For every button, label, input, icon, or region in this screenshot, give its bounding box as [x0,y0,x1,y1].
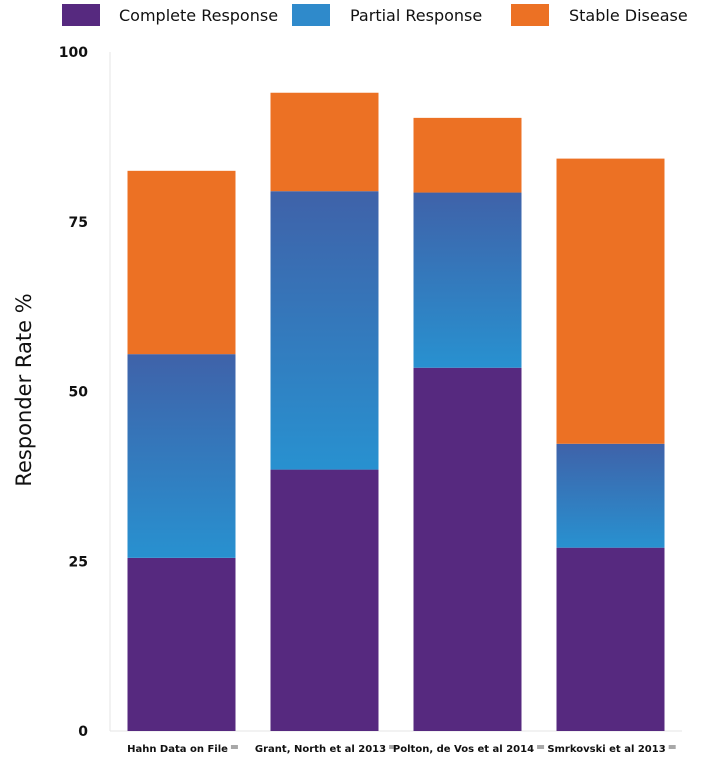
bar-grant-north-et-al-2013-partial-response [270,191,379,470]
legend: Complete Response Partial Response Stabl… [62,4,688,26]
bar-smrkovski-et-al-2013-partial-response [556,443,665,548]
legend-swatch-partial-response [292,4,330,26]
y-tick-label-25: 25 [69,554,88,570]
x-tick-label-grant-north-et-al-2013: Grant, North et al 2013 [255,744,386,755]
legend-label-partial-response: Partial Response [350,6,482,25]
y-tick-label-50: 50 [69,385,89,401]
bar-smrkovski-et-al-2013-stable-disease [556,158,665,444]
legend-swatch-complete-response [62,4,100,26]
y-tick-label-75: 75 [69,215,88,231]
bars [127,92,665,731]
x-tick-labels: Hahn Data on File Grant, North et al 2013… [127,744,676,755]
bar-hahn-data-on-file-partial-response [127,354,236,558]
x-tick-marker-polton-de-vos-et-al-2014 [537,745,545,749]
bar-grant-north-et-al-2013-stable-disease [270,92,379,192]
y-tick-labels: 0 25 50 75 100 [59,45,88,740]
bar-grant-north-et-al-2013-complete-response [270,469,379,731]
bar-polton-de-vos-et-al-2014-partial-response [413,192,522,368]
y-tick-label-100: 100 [59,45,88,61]
x-tick-label-smrkovski-et-al-2013: Smrkovski et al 2013 [547,744,665,755]
bar-polton-de-vos-et-al-2014-stable-disease [413,117,522,193]
y-axis-label: Responder Rate % [12,293,36,486]
x-tick-marker-grant-north-et-al-2013 [389,745,397,749]
bar-hahn-data-on-file-complete-response [127,557,236,731]
bar-polton-de-vos-et-al-2014-complete-response [413,367,522,731]
x-tick-label-polton-de-vos-et-al-2014: Polton, de Vos et al 2014 [393,744,534,755]
legend-swatch-stable-disease [511,4,549,26]
legend-label-complete-response: Complete Response [119,6,278,25]
x-tick-label-hahn-data-on-file: Hahn Data on File [127,744,228,755]
bar-hahn-data-on-file-stable-disease [127,170,236,355]
bar-smrkovski-et-al-2013-complete-response [556,547,665,731]
x-tick-marker-hahn-data-on-file [230,745,238,749]
x-tick-marker-smrkovski-et-al-2013 [668,745,676,749]
legend-label-stable-disease: Stable Disease [569,6,688,25]
y-tick-label-0: 0 [78,724,88,740]
